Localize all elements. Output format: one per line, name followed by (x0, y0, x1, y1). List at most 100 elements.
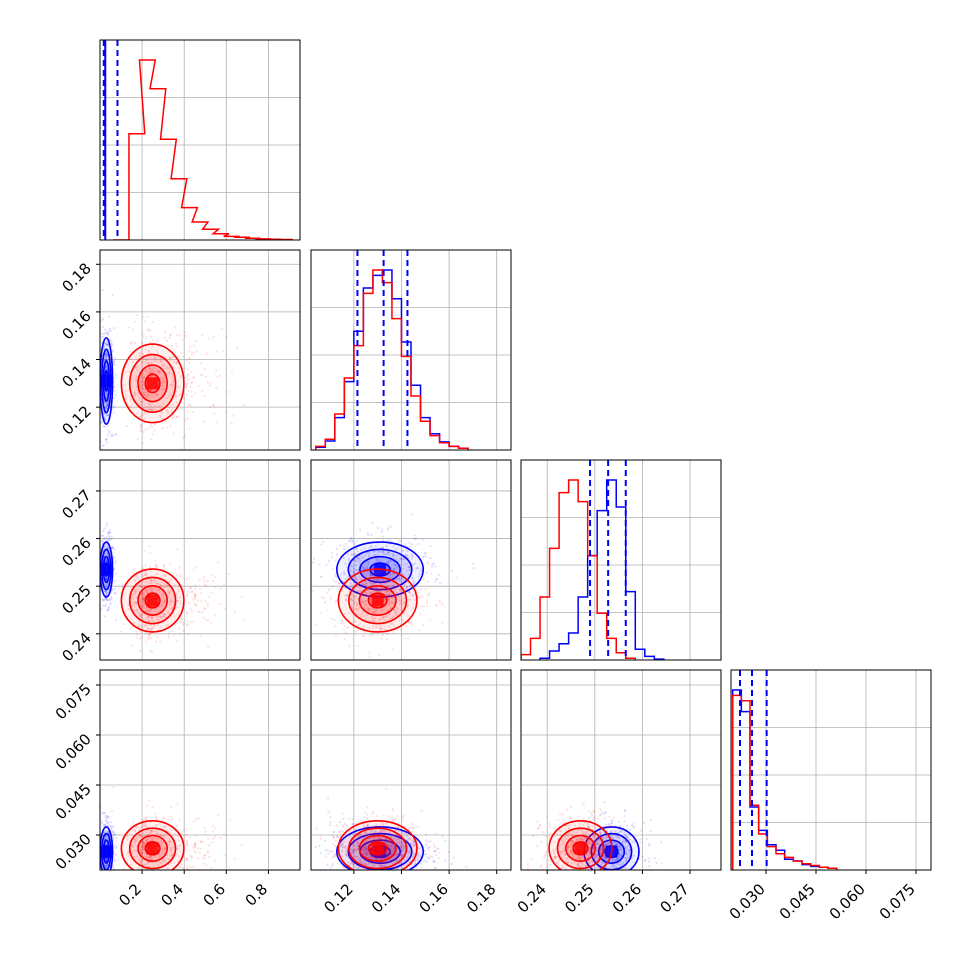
scatter-point (365, 576, 368, 579)
scatter-point (412, 593, 415, 596)
scatter-point (386, 581, 389, 584)
scatter-point (210, 592, 214, 595)
scatter-point (192, 846, 195, 849)
scatter-point (386, 842, 389, 845)
scatter-point (360, 860, 363, 863)
scatter-point (140, 424, 143, 427)
scatter-point (435, 853, 438, 857)
scatter-point (167, 880, 169, 882)
scatter-point (148, 393, 151, 397)
scatter-point (401, 549, 405, 552)
scatter-point (427, 857, 430, 861)
scatter-point (339, 876, 341, 878)
scatter-point (156, 566, 159, 569)
scatter-point (394, 548, 397, 551)
scatter-point (380, 578, 383, 582)
scatter-point (171, 853, 174, 856)
scatter-point (185, 613, 189, 616)
scatter-point (420, 809, 423, 812)
scatter-point (408, 568, 411, 571)
scatter-point (111, 349, 114, 352)
scatter-point (95, 431, 97, 433)
scatter-point (364, 848, 367, 851)
scatter-point (434, 875, 436, 877)
scatter-point (197, 847, 200, 850)
scatter-point (167, 632, 171, 635)
scatter-point (387, 553, 391, 556)
scatter-point (132, 594, 135, 597)
scatter-point (361, 634, 364, 637)
scatter-point (106, 547, 110, 550)
scatter-point (326, 591, 329, 594)
scatter-point (444, 839, 447, 842)
scatter-point (162, 379, 165, 383)
scatter-point (375, 579, 378, 582)
scatter-point (366, 531, 369, 535)
scatter-point (185, 842, 189, 845)
scatter-point (105, 866, 108, 869)
scatter-point (394, 854, 397, 857)
scatter-point (357, 557, 360, 560)
scatter-point (166, 624, 169, 627)
scatter-point (366, 851, 369, 854)
scatter-point (425, 861, 428, 864)
scatter-point (105, 859, 108, 862)
scatter-point (342, 866, 345, 869)
scatter-point (375, 611, 378, 614)
scatter-point (104, 332, 107, 335)
scatter-point (344, 844, 347, 847)
scatter-point (407, 573, 410, 576)
scatter-point (138, 623, 141, 626)
scatter-point (167, 843, 171, 847)
scatter-point (110, 825, 114, 828)
scatter-point (393, 878, 395, 880)
scatter-point (142, 841, 145, 844)
scatter-point (111, 434, 114, 437)
scatter-point (151, 837, 154, 840)
scatter-point (382, 830, 386, 833)
scatter-point (439, 582, 442, 585)
scatter-point (96, 556, 98, 558)
scatter-point (147, 361, 150, 364)
scatter-point (364, 580, 367, 583)
scatter-point (138, 867, 141, 870)
scatter-point (433, 860, 436, 864)
scatter-point (376, 542, 379, 545)
scatter-point (155, 572, 159, 576)
scatter-point (399, 589, 402, 592)
scatter-point (136, 636, 139, 639)
scatter-point (343, 594, 347, 597)
scatter-point (194, 834, 197, 837)
scatter-point (127, 603, 130, 606)
scatter-point (371, 581, 374, 585)
scatter-point (108, 315, 111, 318)
scatter-point (156, 394, 159, 397)
scatter-point (109, 601, 112, 604)
scatter-point (102, 425, 105, 428)
scatter-point (104, 586, 108, 589)
scatter-point (392, 584, 395, 588)
scatter-point (411, 594, 414, 598)
scatter-point (405, 569, 408, 572)
scatter-point (187, 601, 190, 604)
scatter-point (379, 627, 382, 630)
scatter-point (115, 373, 118, 376)
scatter-point (392, 838, 396, 841)
scatter-point (425, 856, 428, 859)
scatter-point (389, 836, 393, 839)
scatter-point (400, 571, 403, 574)
scatter-point (199, 634, 202, 638)
scatter-point (371, 830, 374, 833)
scatter-point (173, 360, 176, 363)
scatter-point (186, 844, 189, 847)
scatter-point (331, 834, 334, 837)
scatter-point (139, 638, 142, 641)
scatter-point (350, 568, 353, 572)
scatter-point (192, 865, 195, 868)
scatter-point (348, 862, 351, 866)
scatter-point (140, 341, 143, 344)
scatter-point (387, 596, 391, 599)
scatter-point (144, 361, 148, 365)
scatter-point (105, 406, 108, 409)
scatter-point (145, 358, 148, 361)
